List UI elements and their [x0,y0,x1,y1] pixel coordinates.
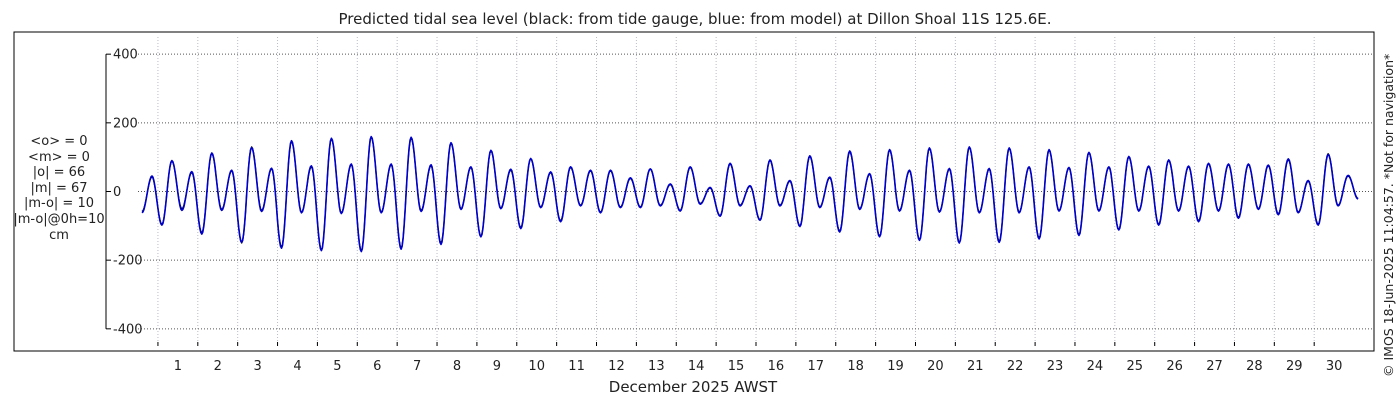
x-tick-label: 7 [413,359,421,374]
y-tick-label: -400 [113,322,143,337]
stat-mean-model: <m> = 0 [28,149,90,165]
x-tick-label: 13 [648,359,665,374]
x-tick-label: 4 [293,359,301,374]
plot-frame [13,31,1375,352]
x-tick-label: 30 [1326,359,1343,374]
y-tick-label: -200 [113,254,143,269]
x-axis-label: December 2025 AWST [609,378,778,396]
y-tick-label: 400 [113,48,138,63]
stat-abs-obs: |o| = 66 [32,165,86,181]
x-tick-label: 23 [1047,359,1064,374]
x-tick-label: 27 [1206,359,1223,374]
series-lines [141,135,1359,253]
x-tick-label: 1 [174,359,182,374]
x-tick-label: 12 [608,359,625,374]
x-tick-label: 15 [728,359,745,374]
model-series-line [141,135,1359,253]
stats-panel: <o> = 0 <m> = 0 |o| = 66 |m| = 67 |m-o| … [0,134,118,243]
x-tick-label: 20 [927,359,944,374]
x-tick-label: 3 [253,359,261,374]
x-tick-label: 25 [1127,359,1144,374]
x-tick-label: 2 [214,359,222,374]
x-tick-label: 11 [568,359,585,374]
x-tick-label: 8 [453,359,461,374]
grid-lines [138,37,1374,346]
x-tick-label: 14 [688,359,705,374]
tick-labels: 1 2 3 4 5 6 7 8 9 10 11 12 13 14 15 16 17 18 19 20 21 22 23 24 2… [113,48,1342,374]
stat-abs-diff-0h: |m-o|@0h=10 [13,211,105,227]
x-tick-label: 16 [768,359,785,374]
x-tick-label: 28 [1246,359,1263,374]
x-tick-label: 21 [967,359,984,374]
stat-abs-diff: |m-o| = 10 [23,196,94,212]
watermark: © IMOS 18-Jun-2025 11:04:57. *Not for na… [1381,53,1396,377]
axes [105,53,1315,346]
x-tick-label: 29 [1286,359,1303,374]
x-tick-label: 24 [1087,359,1104,374]
x-tick-label: 22 [1007,359,1024,374]
x-tick-label: 18 [847,359,864,374]
stat-unit: cm [49,227,69,243]
x-tick-label: 17 [808,359,825,374]
chart-title: Predicted tidal sea level (black: from t… [338,10,1052,28]
x-tick-label: 26 [1166,359,1183,374]
x-tick-label: 5 [333,359,341,374]
stat-mean-obs: <o> = 0 [30,134,88,149]
y-tick-label: 200 [113,116,138,131]
x-tick-label: 6 [373,359,381,374]
x-tick-label: 9 [493,359,501,374]
x-tick-label: 19 [887,359,904,374]
x-tick-label: 10 [528,359,545,374]
stat-abs-model: |m| = 67 [30,180,88,196]
y-tick-label: 0 [113,185,121,200]
